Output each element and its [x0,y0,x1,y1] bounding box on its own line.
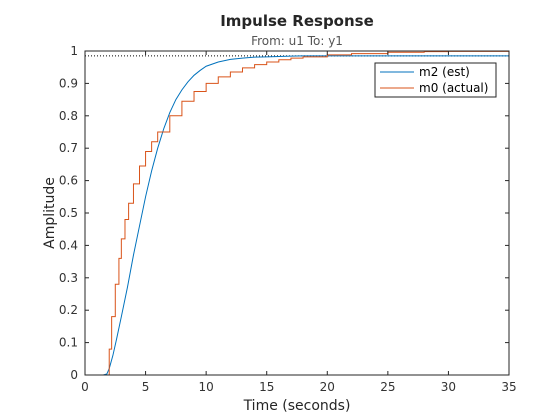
y-tick-label-0.4: 0.4 [59,238,78,252]
x-axis-label: Time (seconds) [243,398,351,414]
x-tick-label-10: 10 [199,380,214,394]
legend-entry-m0-actual: m0 (actual) [419,81,488,95]
y-tick-label-0.5: 0.5 [59,206,78,220]
chart-title: Impulse Response [220,12,374,30]
y-tick-label-0.3: 0.3 [59,271,78,285]
series-layer [85,50,510,376]
y-tick-label-0.2: 0.2 [59,303,78,317]
x-tick-label-5: 5 [142,380,150,394]
x-tick-label-0: 0 [81,380,89,394]
x-tick-label-20: 20 [320,380,335,394]
legend-box [374,62,497,98]
y-tick-label-0.9: 0.9 [59,76,78,90]
y-tick-label-0.8: 0.8 [59,109,78,123]
chart-subtitle: From: u1 To: y1 [251,34,343,48]
legend: m2 (est) m0 (actual) [374,62,497,98]
series-line-m2-est [85,55,509,376]
y-tick-label-0.6: 0.6 [59,174,78,188]
x-tick-label-15: 15 [259,380,274,394]
y-tick-label-0.7: 0.7 [59,141,78,155]
x-tick-label-35: 35 [501,380,516,394]
series-line-m0-actual [85,50,510,376]
x-tick-label-30: 30 [441,380,456,394]
ticks-layer: 0 5 10 15 20 25 30 35 0 0.1 0.2 0.3 0.4 0.5 0.6 0.7 0.8 0… [59,44,517,394]
x-tick-label-25: 25 [380,380,395,394]
legend-entry-m2-est: m2 (est) [419,65,470,79]
y-tick-label-0: 0 [70,368,78,382]
y-axis-label: Amplitude [42,177,58,249]
plot-area [85,51,509,375]
y-tick-label-1: 1 [70,44,78,58]
y-tick-label-0.1: 0.1 [59,336,78,350]
